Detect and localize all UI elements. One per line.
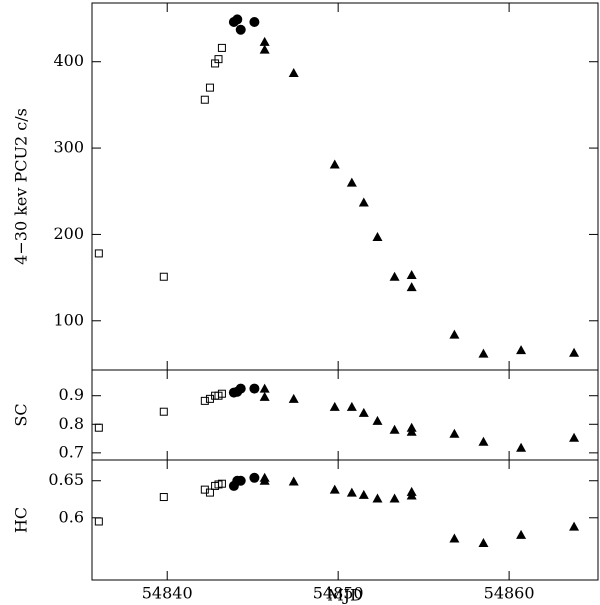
triangle-marker	[358, 407, 369, 417]
circle-marker	[249, 383, 260, 394]
circle-marker	[232, 14, 243, 25]
triangle-marker	[478, 537, 489, 547]
y-tick-label: 300	[53, 138, 84, 157]
triangle-marker	[478, 348, 489, 358]
triangle-marker	[516, 345, 527, 355]
triangle-marker	[406, 270, 417, 280]
square-marker	[214, 55, 223, 64]
triangle-marker	[516, 529, 527, 539]
y-tick-label: 200	[53, 224, 84, 243]
triangle-marker	[329, 159, 340, 169]
square-marker	[200, 95, 209, 104]
triangle-marker	[569, 432, 580, 442]
y-axis-label: HC	[12, 507, 31, 533]
triangle-marker	[406, 282, 417, 292]
triangle-marker	[288, 67, 299, 77]
x-tick-label: 54840	[142, 584, 193, 603]
triangle-marker	[406, 426, 417, 436]
circle-marker	[249, 16, 260, 27]
square-marker	[159, 407, 168, 416]
circle-marker	[235, 475, 246, 486]
triangle-marker	[259, 391, 270, 401]
y-tick-label: 0.65	[48, 470, 84, 489]
triangle-marker	[259, 475, 270, 485]
y-tick-label: 0.7	[59, 442, 84, 461]
square-marker	[94, 423, 103, 432]
circle-marker	[235, 24, 246, 35]
square-marker	[217, 479, 226, 488]
square-marker	[205, 83, 214, 92]
triangle-marker	[372, 493, 383, 503]
triangle-marker	[449, 428, 460, 438]
triangle-marker	[358, 489, 369, 499]
plot-frame	[91, 2, 599, 371]
triangle-marker	[259, 383, 270, 393]
triangle-marker	[449, 329, 460, 339]
triangle-marker	[389, 424, 400, 434]
triangle-marker	[346, 487, 357, 497]
y-tick-label: 400	[53, 51, 84, 70]
x-tick-label: 54850	[313, 584, 364, 603]
triangle-marker	[358, 197, 369, 207]
square-marker	[159, 272, 168, 281]
triangle-marker	[372, 232, 383, 242]
square-marker	[94, 249, 103, 258]
triangle-marker	[346, 401, 357, 411]
triangle-marker	[389, 493, 400, 503]
y-tick-label: 100	[53, 310, 84, 329]
triangle-marker	[259, 36, 270, 46]
triangle-marker	[406, 490, 417, 500]
triangle-marker	[346, 177, 357, 187]
y-tick-label: 0.8	[59, 414, 84, 433]
triangle-marker	[259, 44, 270, 54]
triangle-marker	[389, 271, 400, 281]
square-marker	[205, 488, 214, 497]
circle-marker	[235, 383, 246, 394]
triangle-marker	[449, 533, 460, 543]
circle-marker	[249, 472, 260, 483]
y-tick-label: 0.6	[59, 507, 84, 526]
square-marker	[217, 389, 226, 398]
triangle-marker	[329, 484, 340, 494]
plot-frame	[91, 459, 599, 581]
triangle-marker	[329, 401, 340, 411]
square-marker	[200, 485, 209, 494]
y-axis-label: 4−30 kev PCU2 c/s	[12, 108, 31, 265]
square-marker	[159, 493, 168, 502]
y-axis-label: SC	[12, 403, 31, 426]
triangle-marker	[478, 436, 489, 446]
x-axis-label: MJD	[327, 586, 363, 605]
triangle-marker	[288, 393, 299, 403]
triangle-marker	[569, 347, 580, 357]
triangle-marker	[288, 476, 299, 486]
triangle-marker	[569, 521, 580, 531]
y-tick-label: 0.9	[59, 385, 84, 404]
triangle-marker	[372, 415, 383, 425]
square-marker	[217, 43, 226, 52]
x-tick-label: 54860	[484, 584, 535, 603]
triangle-marker	[516, 442, 527, 452]
square-marker	[94, 517, 103, 526]
square-marker	[200, 396, 209, 405]
